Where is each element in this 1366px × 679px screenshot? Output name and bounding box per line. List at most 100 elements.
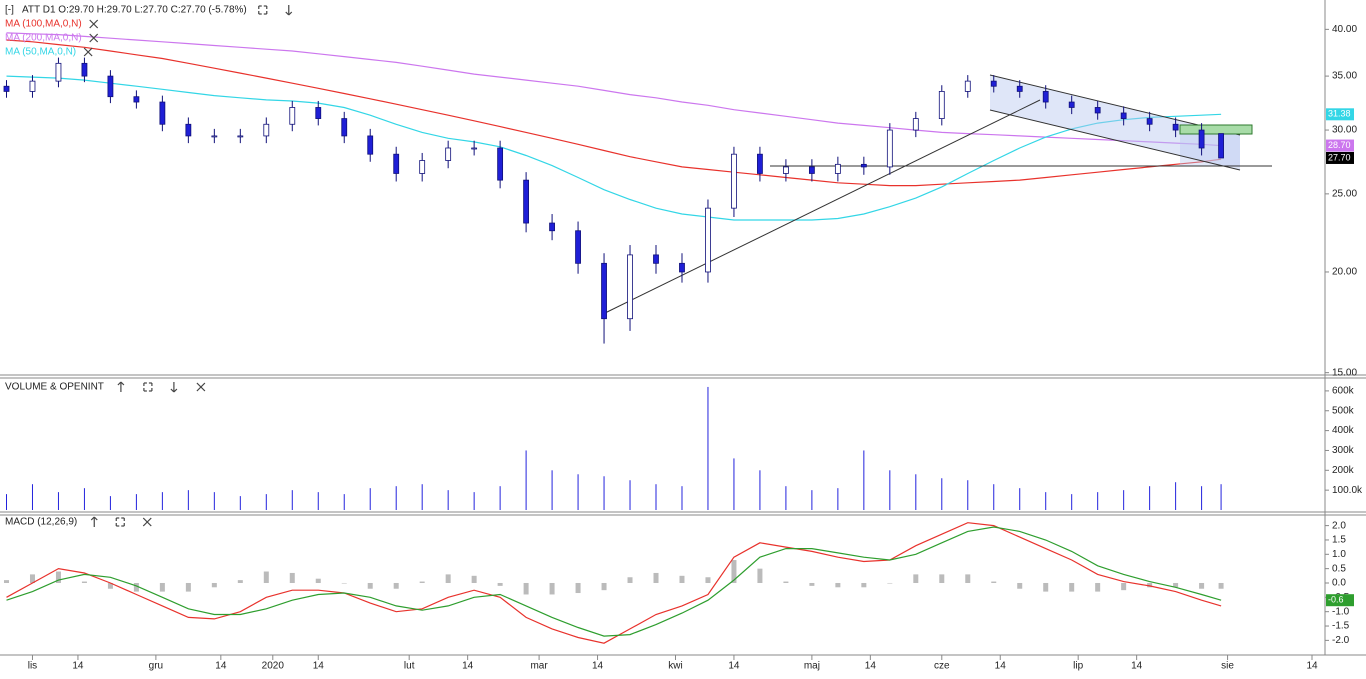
candle-body (549, 222, 555, 232)
histogram-bar (1121, 582, 1127, 591)
candle-body (964, 80, 971, 92)
histogram-bar (1043, 582, 1049, 592)
close-icon[interactable] (142, 517, 152, 527)
down-icon[interactable] (170, 382, 178, 393)
histogram-bar (419, 581, 425, 583)
histogram-bar (3, 580, 9, 583)
last-value-label: 28.70 (1328, 140, 1351, 150)
candle-body (107, 75, 114, 98)
x-tick-label: 14 (728, 661, 740, 672)
histogram-bar (939, 574, 945, 583)
close-icon[interactable] (89, 19, 99, 29)
candle-body (367, 135, 374, 155)
histogram-bar (1218, 582, 1224, 589)
close-stroke (83, 47, 93, 57)
y-tick-label: 0.5 (1332, 563, 1346, 574)
candle-body (1094, 107, 1101, 114)
candle-body (289, 107, 296, 125)
histogram-bar (627, 577, 633, 583)
candle-body (81, 62, 88, 77)
histogram-bar (445, 574, 451, 583)
x-tick-label: 14 (865, 661, 877, 672)
candle-body (601, 262, 607, 320)
up-icon[interactable] (117, 381, 125, 392)
legend-entry: MA (100,MA,0,N) (5, 19, 82, 30)
histogram-bar (913, 574, 919, 583)
candle-body (731, 153, 737, 209)
close-icon[interactable] (89, 33, 99, 43)
candle-body (938, 91, 945, 119)
symbol-header: ATT D1 O:29.70 H:29.70 L:27.70 C:27.70 (… (22, 5, 247, 16)
close-icon[interactable] (196, 382, 206, 392)
candle-body (1218, 133, 1224, 159)
down-stroke (285, 11, 290, 16)
y-tick-label: 100.0k (1332, 485, 1363, 496)
candle-body (860, 163, 867, 168)
collapse-button[interactable]: [-] (5, 5, 14, 16)
histogram-bar (497, 582, 503, 586)
histogram-bar (159, 582, 165, 592)
down-icon[interactable] (285, 5, 293, 16)
x-tick-label: 14 (995, 661, 1007, 672)
candle-body (757, 153, 763, 174)
histogram-bar (1095, 582, 1101, 592)
y-tick-label: 15.00 (1332, 367, 1357, 378)
histogram-bar (523, 582, 529, 595)
candle-body (834, 163, 841, 174)
last-value-label: -0.6 (1328, 595, 1344, 605)
down-stroke (170, 388, 175, 393)
y-tick-label: 400k (1332, 425, 1355, 436)
x-tick-label: lip (1073, 661, 1083, 672)
histogram-bar (1199, 582, 1205, 589)
y-tick-label: 1.0 (1332, 549, 1346, 560)
candle-body (886, 129, 893, 168)
histogram-bar (809, 582, 815, 586)
candle-body (159, 101, 166, 125)
candle-body (29, 80, 36, 92)
candle-body (471, 147, 478, 150)
drawings (602, 74, 1272, 315)
histogram-bar (1069, 582, 1075, 592)
candle-body (237, 135, 244, 138)
x-tick-label: 14 (592, 661, 604, 672)
y-tick-label: -1.5 (1332, 621, 1350, 632)
last-value-label: 27.70 (1328, 152, 1351, 162)
x-tick-label: kwi (668, 661, 682, 672)
candle-body (55, 62, 62, 82)
histogram-bar (315, 578, 321, 583)
y-tick-label: -1.0 (1332, 606, 1350, 617)
moving-average-line (6, 39, 1222, 187)
histogram-bar (81, 581, 87, 583)
candle-body (1068, 101, 1075, 108)
histogram-bar (887, 582, 893, 584)
candle-body (679, 262, 685, 273)
expand-icon[interactable] (258, 5, 268, 15)
close-stroke (89, 33, 99, 43)
candle-body (263, 123, 270, 137)
last-value-box (1326, 151, 1354, 164)
histogram-bar (783, 581, 789, 583)
x-tick-label: 14 (215, 661, 227, 672)
histogram-bar (107, 582, 113, 589)
histogram-bar (211, 582, 217, 588)
histogram-bar (185, 582, 191, 592)
x-tick-label: gru (149, 661, 163, 672)
down-stroke (288, 11, 293, 16)
histogram-bar (133, 582, 139, 592)
expand-icon[interactable] (143, 382, 153, 392)
moving-average-line (6, 32, 1222, 147)
histogram-bar (341, 582, 347, 584)
up-icon[interactable] (90, 516, 98, 527)
candle-body (341, 118, 348, 137)
close-icon[interactable] (83, 47, 93, 57)
histogram-bar (731, 560, 737, 583)
candle-body (627, 254, 633, 320)
expand-icon[interactable] (115, 517, 125, 527)
histogram-bar (237, 580, 243, 583)
x-tick-label: 14 (313, 661, 325, 672)
histogram-bar (263, 571, 269, 583)
histogram-bar (705, 577, 711, 583)
histogram-bar (991, 581, 997, 583)
x-tick-label: 14 (1131, 661, 1143, 672)
